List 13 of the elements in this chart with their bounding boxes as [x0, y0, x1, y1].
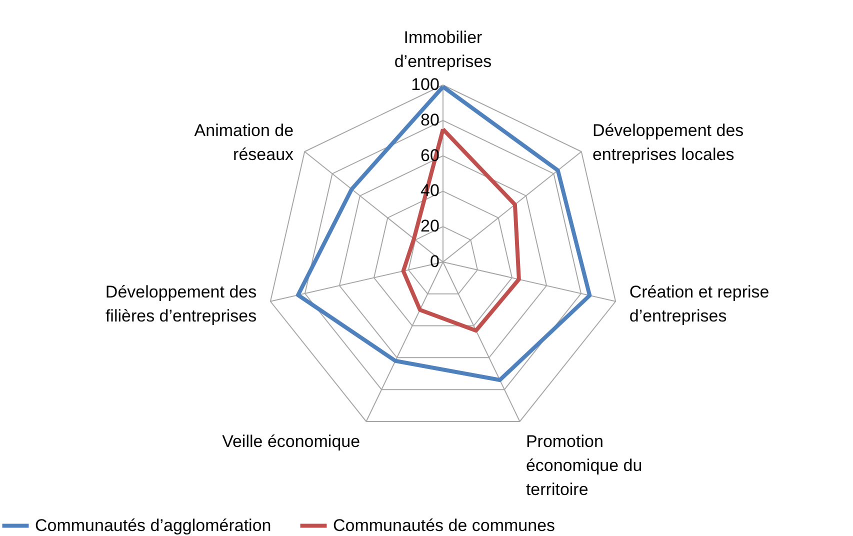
y-tick-label: 100: [411, 75, 440, 94]
y-tick-label: 80: [420, 110, 440, 130]
legend-label: Communautés d’agglomération: [35, 516, 272, 535]
spoke-label: Développement des entreprises locales: [592, 120, 744, 164]
legend-label: Communautés de communes: [333, 516, 556, 535]
spoke-label: Développement des filières d’entreprises: [105, 282, 257, 326]
spoke-label: Immobilier d’entreprises: [394, 28, 492, 71]
spoke-label: Animation de réseaux: [194, 120, 294, 164]
y-tick-label: 20: [420, 216, 440, 236]
spoke-label: Veille économique: [222, 432, 360, 452]
spoke-label: Création et reprise d’entreprises: [629, 282, 770, 326]
spoke-label: Promotion économique du territoire: [526, 432, 642, 500]
y-tick-label: 0: [430, 252, 440, 271]
